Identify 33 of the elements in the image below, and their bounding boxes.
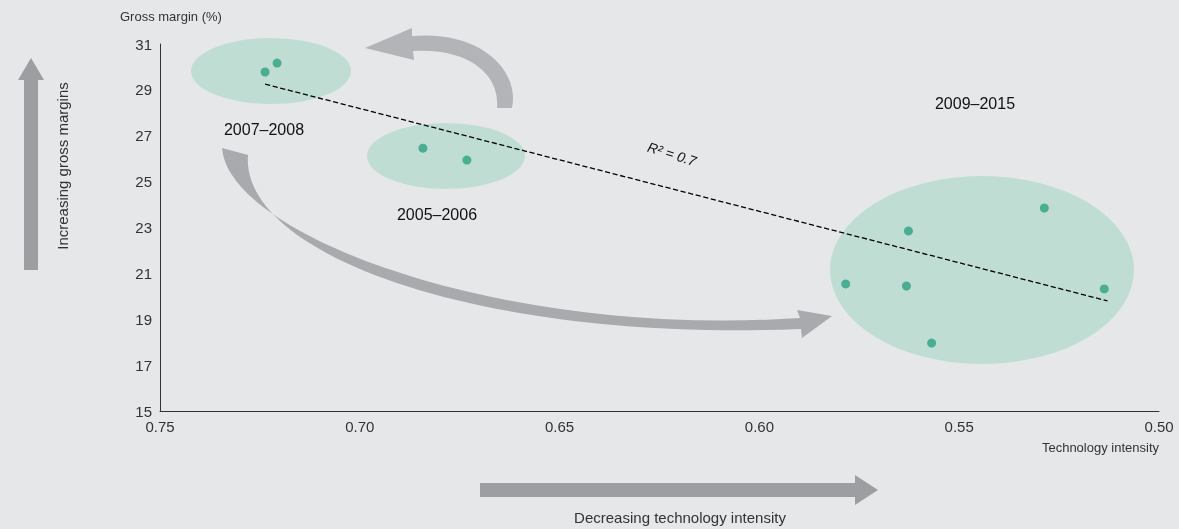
point	[462, 155, 472, 165]
text: Increasing gross margins	[53, 82, 71, 250]
point	[1039, 203, 1049, 213]
y-tick-label: 23	[135, 219, 152, 236]
point	[901, 281, 911, 291]
point	[903, 226, 913, 236]
y-tick-label: 29	[135, 81, 152, 99]
y-tick-label: 19	[135, 310, 152, 328]
y-tick-label: 27	[135, 127, 152, 145]
y-tick-label: 31	[135, 35, 152, 53]
y-tick-label: 25	[135, 173, 152, 191]
annotation: 2005–2006	[396, 205, 478, 223]
x-tick-label: 0.70	[345, 418, 375, 435]
point	[841, 279, 851, 289]
y-axis-title: Gross margin (%)	[120, 9, 222, 24]
y-tick-label: 17	[135, 356, 152, 374]
x-tick-label: 0.50	[1144, 418, 1174, 435]
y-tick-label: 15	[135, 402, 152, 420]
annotation: R² = 0.7	[645, 138, 700, 170]
y-tick-label: 21	[135, 264, 152, 282]
annotation: 2007–2008	[223, 120, 305, 138]
text: Decreasing technology intensity	[574, 508, 786, 526]
point	[272, 58, 282, 68]
annotation: 2009–2015	[934, 94, 1016, 112]
point	[260, 67, 270, 77]
x-axis-title: Technology intensity	[1041, 440, 1160, 455]
point	[1099, 284, 1109, 294]
x-tick-label: 0.55	[944, 418, 974, 435]
point	[418, 143, 428, 153]
x-tick-label: 0.60	[744, 418, 774, 435]
point	[927, 338, 937, 348]
x-tick-label: 0.75	[145, 418, 175, 435]
x-tick-label: 0.65	[545, 418, 575, 435]
